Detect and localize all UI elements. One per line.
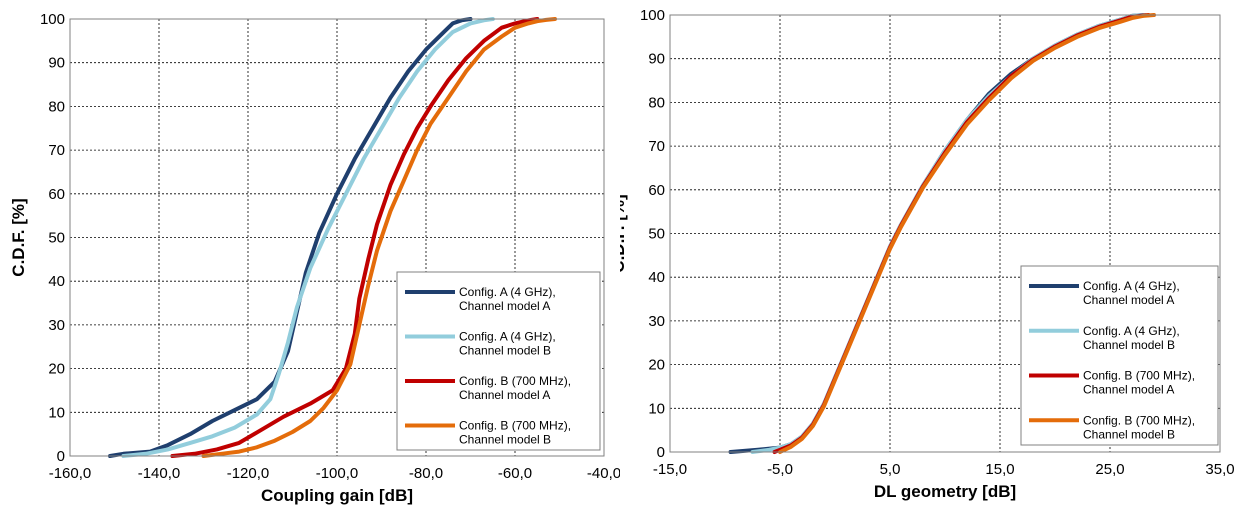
chart-dl-geometry: 0 10 20 30 40 50 60 70 80 90 100 -15,0 -5,0 5,0 15,0 2… — [620, 7, 1235, 501]
legend-label-line2: Channel model A — [1083, 383, 1174, 397]
y-axis-title: C.D.F. [%] — [620, 194, 628, 272]
y-tick-label: 100 — [40, 11, 65, 28]
legend-label-line2: Channel model B — [1083, 427, 1175, 441]
y-tick-label: 20 — [648, 357, 665, 374]
x-tick-labels: -160,0 -140,0 -120,0 -100,0 -80,0 -60,0 -40,0 — [49, 465, 620, 482]
legend-label-line2: Channel model A — [1083, 293, 1174, 307]
legend-label-line2: Channel model B — [459, 344, 551, 358]
legend-label-line1: Config. B (700 MHz), — [1083, 369, 1195, 383]
y-tick-labels: 0 10 20 30 40 50 60 70 80 90 100 — [40, 11, 65, 465]
y-tick-label: 50 — [48, 230, 65, 247]
y-tick-label: 90 — [48, 55, 65, 72]
y-tick-labels: 0 10 20 30 40 50 60 70 80 90 100 — [640, 7, 665, 461]
legend-box — [396, 271, 601, 451]
x-tick-label: -15,0 — [653, 461, 687, 478]
x-tick-label: -140,0 — [138, 465, 181, 482]
legend-label-line1: Config. A (4 GHz), — [459, 285, 556, 299]
y-tick-label: 70 — [648, 138, 665, 155]
y-tick-label: 100 — [640, 7, 665, 24]
y-tick-label: 10 — [48, 404, 65, 421]
y-tick-label: 40 — [648, 269, 665, 286]
x-axis-title: DL geometry [dB] — [874, 482, 1016, 501]
series-line-4 — [778, 13, 1156, 454]
series-line-1 — [108, 17, 473, 458]
x-tick-label: -120,0 — [227, 465, 270, 482]
y-tick-label: 0 — [57, 448, 65, 465]
y-tick-label: 10 — [648, 400, 665, 417]
legend-label-line1: Config. B (700 MHz), — [459, 374, 571, 388]
legend: Config. A (4 GHz),Channel model AConfig.… — [1020, 265, 1219, 446]
plot-area-frame — [669, 14, 1221, 453]
y-tick-label: 30 — [648, 313, 665, 330]
y-tick-label: 60 — [48, 186, 65, 203]
x-tick-label: -100,0 — [316, 465, 359, 482]
series-layer — [108, 17, 557, 458]
chart-coupling-gain: 0 10 20 30 40 50 60 70 80 90 100 -160,0 -140,0 -120,… — [9, 11, 620, 505]
y-axis-title: C.D.F. [%] — [9, 198, 28, 276]
x-tick-label: -60,0 — [498, 465, 532, 482]
legend-label-line1: Config. A (4 GHz), — [1083, 324, 1180, 338]
series-layer — [728, 13, 1156, 454]
legend-label-line2: Channel model A — [459, 388, 550, 402]
series-line-2 — [121, 17, 495, 458]
x-tick-label: -80,0 — [409, 465, 443, 482]
x-tick-label: 35,0 — [1205, 461, 1234, 478]
legend: Config. A (4 GHz),Channel model AConfig.… — [396, 271, 601, 451]
y-tick-label: 40 — [48, 273, 65, 290]
legend-label-line1: Config. A (4 GHz), — [459, 330, 556, 344]
legend-label-line1: Config. B (700 MHz), — [1083, 413, 1195, 427]
x-tick-label: 5,0 — [880, 461, 901, 478]
x-tick-label: 25,0 — [1095, 461, 1124, 478]
y-tick-label: 80 — [648, 94, 665, 111]
y-tick-label: 30 — [48, 317, 65, 334]
legend-label-line2: Channel model B — [1083, 338, 1175, 352]
x-tick-label: -160,0 — [49, 465, 92, 482]
y-tick-label: 70 — [48, 142, 65, 159]
legend-label-line1: Config. B (700 MHz), — [459, 419, 571, 433]
x-axis-title: Coupling gain [dB] — [261, 486, 413, 505]
legend-label-line1: Config. A (4 GHz), — [1083, 279, 1180, 293]
y-tick-label: 80 — [48, 98, 65, 115]
x-tick-label: 15,0 — [985, 461, 1014, 478]
y-tick-label: 20 — [48, 361, 65, 378]
legend-box — [1020, 265, 1219, 446]
plot-area-frame — [69, 18, 605, 457]
series-line-3 — [170, 17, 540, 458]
y-tick-label: 50 — [648, 226, 665, 243]
x-tick-labels: -15,0 -5,0 5,0 15,0 25,0 35,0 — [653, 461, 1235, 478]
legend-label-line2: Channel model A — [459, 299, 550, 313]
x-tick-label: -40,0 — [587, 465, 620, 482]
y-tick-label: 90 — [648, 51, 665, 68]
series-line-4 — [201, 17, 557, 458]
legend-label-line2: Channel model B — [459, 433, 551, 447]
x-tick-label: -5,0 — [767, 461, 793, 478]
y-tick-label: 60 — [648, 182, 665, 199]
y-tick-label: 0 — [657, 444, 665, 461]
